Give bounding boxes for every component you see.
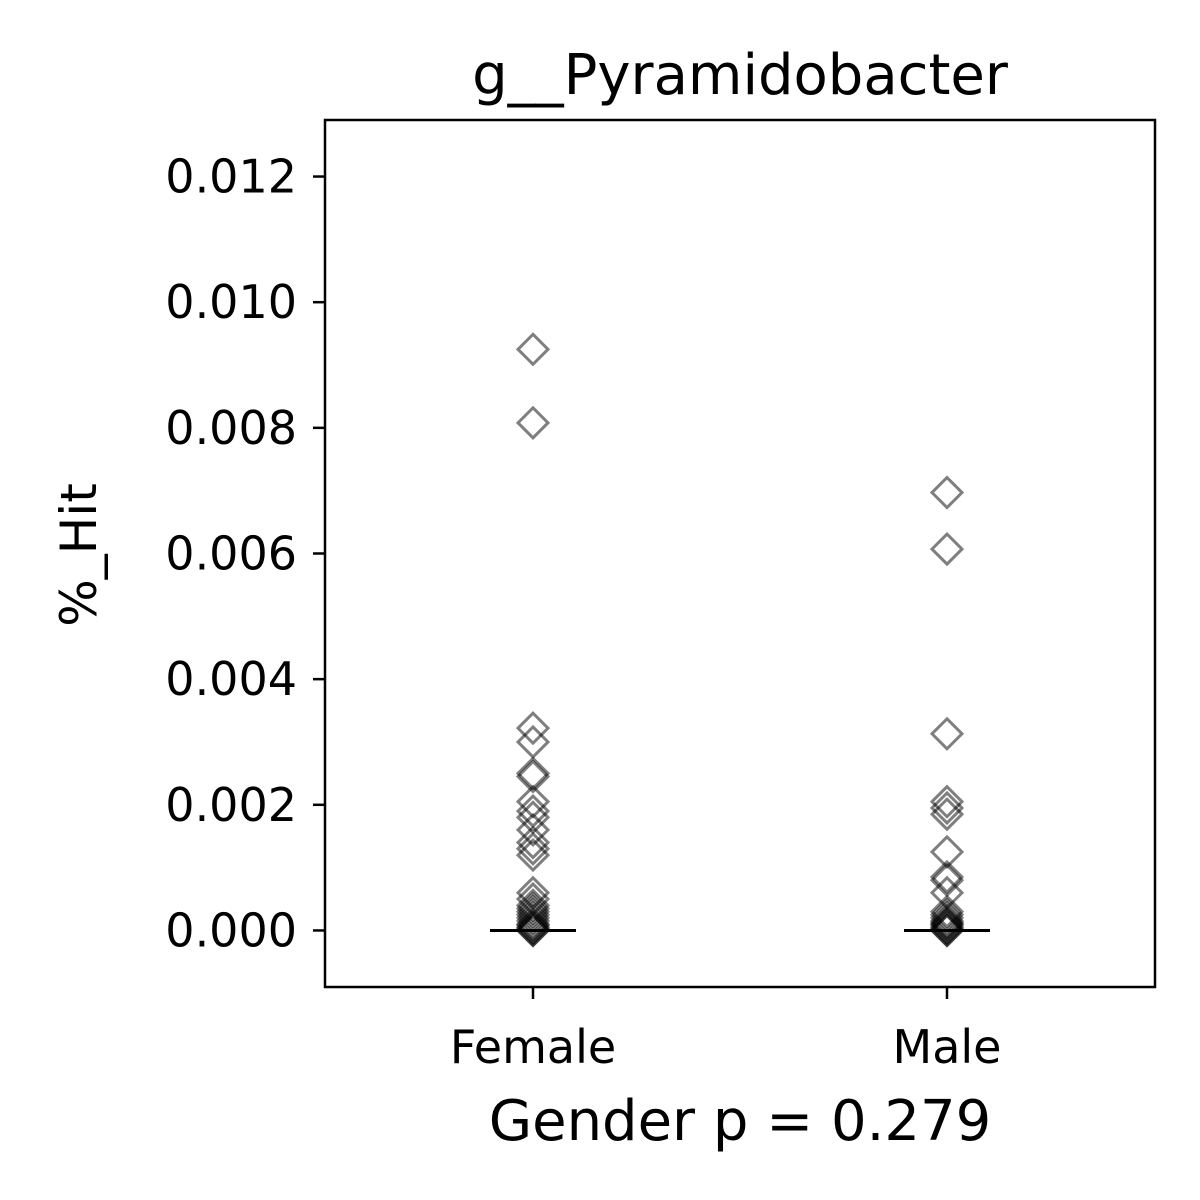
x-tick-label: Female [450, 1020, 616, 1074]
y-tick-label: 0.000 [165, 903, 297, 957]
y-tick-label: 0.012 [165, 150, 297, 204]
data-point [929, 475, 965, 510]
y-axis: 0.000 0.002 0.004 0.006 0.008 0.010 0.012 [165, 150, 325, 957]
data-point [929, 531, 965, 567]
data-point [515, 405, 551, 440]
data-point [929, 859, 965, 895]
x-axis-label: Gender p = 0.279 [489, 1089, 992, 1154]
data-point [515, 759, 551, 794]
x-tick-label: Male [893, 1020, 1002, 1074]
data-point [515, 837, 551, 873]
data-point [929, 790, 965, 826]
y-tick-label: 0.004 [165, 652, 297, 706]
data-point [515, 891, 551, 926]
data-point [515, 913, 551, 948]
data-point [929, 913, 965, 948]
data-point [515, 332, 551, 367]
chart-title: g__Pyramidobacter [472, 43, 1009, 108]
data-point [515, 900, 551, 936]
data-point [515, 903, 551, 939]
data-point [929, 900, 965, 936]
plot-frame [323, 118, 1157, 989]
data-point [515, 831, 551, 866]
plot-area [490, 332, 990, 948]
y-tick-label: 0.006 [165, 527, 297, 581]
data-point [515, 894, 551, 929]
data-point [515, 888, 551, 923]
data-point [515, 812, 551, 848]
y-tick-label: 0.010 [165, 275, 297, 329]
x-axis: Female Male [450, 987, 1002, 1074]
data-point [929, 784, 965, 819]
data-point [929, 716, 965, 751]
y-tick-label: 0.002 [165, 778, 297, 832]
y-axis-label: %_Hit [50, 483, 108, 627]
data-point [929, 894, 965, 929]
data-point [929, 797, 965, 832]
data-point [515, 711, 551, 746]
y-tick-label: 0.008 [165, 401, 297, 455]
data-point [515, 825, 551, 860]
